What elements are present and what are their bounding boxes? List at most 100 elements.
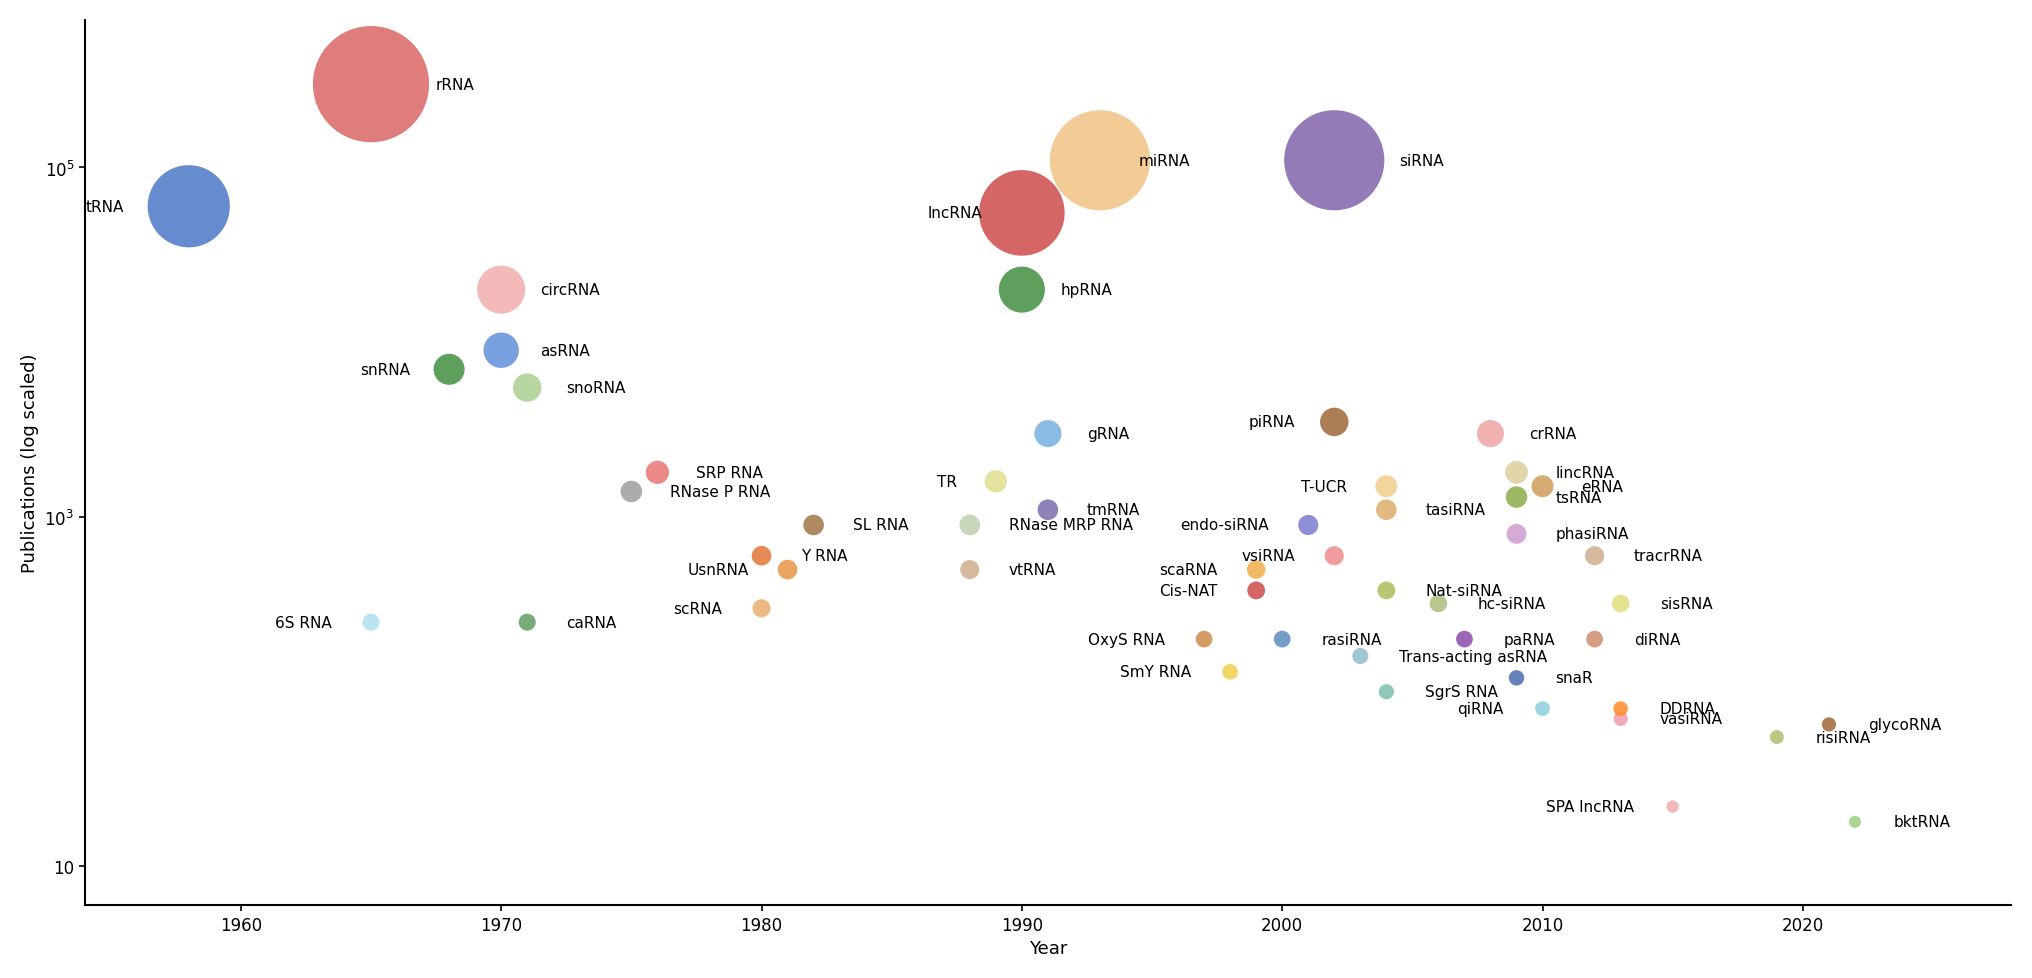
Text: phasiRNA: phasiRNA [1557, 527, 1630, 542]
Text: tRNA: tRNA [85, 200, 124, 214]
Point [1292, 517, 1325, 533]
Text: rasiRNA: rasiRNA [1321, 632, 1382, 646]
Text: Trans-acting asRNA: Trans-acting asRNA [1400, 648, 1548, 664]
Text: DDRNA: DDRNA [1660, 701, 1715, 717]
Point [1500, 526, 1532, 542]
Point [1240, 583, 1272, 599]
Text: qiRNA: qiRNA [1457, 701, 1504, 717]
Text: 6S RNA: 6S RNA [274, 615, 331, 630]
Point [1605, 711, 1638, 727]
Text: asRNA: asRNA [541, 343, 589, 358]
Text: siRNA: siRNA [1400, 154, 1445, 168]
Point [510, 615, 543, 631]
Point [1266, 632, 1298, 647]
Point [953, 562, 986, 578]
Point [1813, 717, 1845, 733]
Point [1605, 701, 1638, 717]
Point [173, 200, 205, 215]
Text: Nat-siRNA: Nat-siRNA [1424, 583, 1502, 599]
Text: tsRNA: tsRNA [1557, 490, 1601, 505]
Text: SRP RNA: SRP RNA [697, 466, 764, 480]
Text: SmY RNA: SmY RNA [1120, 665, 1191, 680]
Point [433, 362, 465, 378]
Point [1370, 479, 1402, 495]
Text: SL RNA: SL RNA [853, 518, 908, 533]
Text: caRNA: caRNA [567, 615, 616, 630]
Text: scRNA: scRNA [673, 601, 723, 616]
Text: endo-siRNA: endo-siRNA [1181, 518, 1270, 533]
Point [1526, 479, 1559, 495]
X-axis label: Year: Year [1028, 939, 1067, 957]
Point [1500, 490, 1532, 506]
Text: hc-siRNA: hc-siRNA [1477, 597, 1546, 611]
Point [1006, 205, 1038, 221]
Point [1605, 596, 1638, 611]
Text: eRNA: eRNA [1581, 479, 1624, 494]
Point [1213, 664, 1246, 680]
Point [1760, 730, 1792, 745]
Point [1370, 583, 1402, 599]
Text: RNase MRP RNA: RNase MRP RNA [1008, 518, 1134, 533]
Text: vtRNA: vtRNA [1008, 562, 1057, 577]
Text: T-UCR: T-UCR [1300, 479, 1347, 494]
Point [1189, 632, 1221, 647]
Point [1343, 648, 1376, 664]
Point [1319, 415, 1351, 430]
Text: paRNA: paRNA [1504, 632, 1554, 646]
Point [1500, 466, 1532, 481]
Text: snRNA: snRNA [360, 363, 410, 378]
Text: bktRNA: bktRNA [1894, 815, 1951, 829]
Point [1370, 503, 1402, 518]
Point [953, 517, 986, 533]
Text: miRNA: miRNA [1140, 154, 1191, 168]
Text: UsnRNA: UsnRNA [687, 562, 748, 577]
Text: sisRNA: sisRNA [1660, 597, 1713, 611]
Text: Cis-NAT: Cis-NAT [1158, 583, 1217, 599]
Point [510, 380, 543, 396]
Text: OxyS RNA: OxyS RNA [1087, 632, 1164, 646]
Point [1319, 154, 1351, 169]
Point [1579, 549, 1611, 564]
Text: scaRNA: scaRNA [1158, 562, 1217, 577]
Text: RNase P RNA: RNase P RNA [671, 484, 770, 500]
Point [356, 77, 388, 93]
Text: hpRNA: hpRNA [1061, 283, 1114, 298]
Text: circRNA: circRNA [541, 283, 599, 298]
Text: rRNA: rRNA [437, 77, 475, 93]
Text: piRNA: piRNA [1250, 415, 1294, 430]
Point [746, 600, 778, 616]
Text: Y RNA: Y RNA [801, 549, 847, 563]
Text: glycoRNA: glycoRNA [1867, 717, 1941, 733]
Text: tracrRNA: tracrRNA [1634, 549, 1703, 563]
Point [1006, 283, 1038, 298]
Text: tmRNA: tmRNA [1087, 503, 1140, 517]
Text: lincRNA: lincRNA [1557, 466, 1615, 480]
Y-axis label: Publications (log scaled): Publications (log scaled) [20, 353, 39, 573]
Point [979, 474, 1012, 490]
Point [746, 549, 778, 564]
Text: gRNA: gRNA [1087, 426, 1130, 442]
Point [1500, 670, 1532, 686]
Point [1240, 562, 1272, 578]
Point [642, 466, 675, 481]
Point [1579, 632, 1611, 647]
Text: risiRNA: risiRNA [1817, 730, 1871, 745]
Point [797, 517, 829, 533]
Point [1370, 685, 1402, 700]
Text: crRNA: crRNA [1530, 426, 1577, 442]
Text: tasiRNA: tasiRNA [1424, 503, 1485, 517]
Text: SgrS RNA: SgrS RNA [1424, 685, 1498, 699]
Point [1319, 549, 1351, 564]
Point [1032, 426, 1065, 442]
Point [486, 343, 518, 359]
Point [1839, 814, 1871, 829]
Text: vasiRNA: vasiRNA [1660, 712, 1723, 727]
Text: diRNA: diRNA [1634, 632, 1680, 646]
Text: snoRNA: snoRNA [567, 380, 626, 396]
Text: snaR: snaR [1557, 671, 1593, 686]
Point [1475, 426, 1508, 442]
Point [356, 615, 388, 631]
Point [1083, 154, 1116, 169]
Point [772, 562, 805, 578]
Point [486, 283, 518, 298]
